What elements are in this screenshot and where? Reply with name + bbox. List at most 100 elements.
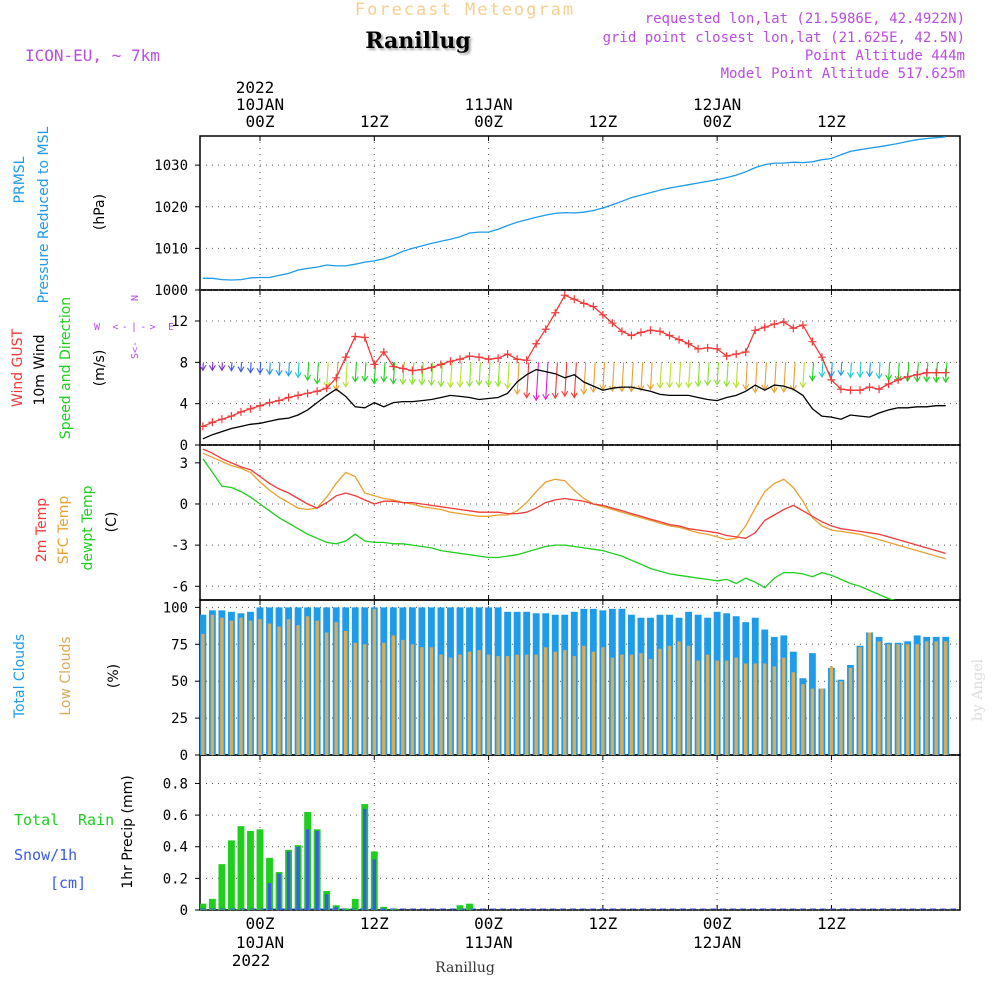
y-tick-label: -3	[171, 538, 188, 554]
low-cloud-bar	[544, 647, 548, 755]
gust-marker	[894, 375, 903, 384]
gust-marker	[751, 326, 760, 335]
top-date-label: 10JAN	[236, 95, 284, 114]
wind-arrow	[507, 362, 510, 389]
gust-marker	[475, 353, 484, 362]
wind-arrow-head	[799, 382, 807, 389]
wind-arrow	[640, 362, 644, 391]
gust-marker	[713, 344, 722, 353]
wind-arrow-head	[504, 383, 512, 390]
low-cloud-bar	[582, 645, 586, 755]
gust-marker	[817, 353, 826, 362]
wind-arrow-head	[723, 380, 731, 388]
wind-arrow-head	[866, 371, 873, 378]
gust-marker	[589, 302, 598, 311]
y-tick-label: 1000	[154, 283, 188, 299]
wind-arrow	[611, 362, 615, 391]
wind-arrow-head	[447, 382, 454, 389]
wind-arrow-head	[266, 369, 273, 376]
bottom-year-label: 2022	[232, 951, 271, 970]
gust-marker	[217, 415, 226, 424]
top-hour-label: 00Z	[474, 112, 503, 131]
wind-arrow	[516, 362, 520, 395]
low-cloud-bar	[258, 619, 262, 755]
wind-arrow	[564, 362, 568, 397]
gust-marker	[903, 372, 912, 381]
y-tick-label: 0	[180, 438, 188, 454]
gust-marker	[884, 380, 893, 389]
wind-arrow-head	[923, 376, 931, 383]
low-cloud-bar	[486, 654, 491, 755]
gust-marker	[560, 291, 569, 300]
percent-unit-label: (%)	[106, 664, 122, 688]
gust-marker	[236, 407, 245, 416]
gust-marker	[313, 387, 322, 396]
gust-marker	[617, 327, 626, 336]
wind-arrow-head	[742, 384, 750, 391]
rain-bar	[208, 898, 216, 910]
wind-arrow	[678, 362, 682, 388]
snow-bar	[315, 830, 319, 910]
snow-bar	[372, 859, 376, 910]
gust-marker	[360, 333, 369, 342]
y-tick-label: 1030	[154, 158, 188, 174]
low-cloud-bar	[229, 620, 234, 755]
low-cloud-bar	[791, 672, 796, 755]
snow-bar	[267, 883, 272, 910]
top-hour-label: 00Z	[703, 112, 732, 131]
low-cloud-bar	[496, 656, 500, 755]
wind-arrow-head	[837, 370, 845, 377]
low-cloud-bar	[458, 654, 462, 755]
credit-label: by Angel	[970, 658, 986, 721]
temperature-plot	[202, 448, 946, 600]
low-cloud-bar	[591, 651, 596, 755]
snow-bar	[324, 894, 329, 910]
gust-marker	[875, 385, 884, 394]
wind-arrow	[240, 362, 243, 372]
gust-marker	[370, 360, 379, 369]
low-cloud-bar	[677, 641, 681, 755]
top-hour-label: 12Z	[588, 112, 617, 131]
wind-arrow-head	[313, 378, 321, 385]
wind-arrow-head	[285, 370, 293, 377]
wind-arrow-head	[789, 385, 797, 392]
low-cloud-bar	[439, 654, 443, 755]
low-cloud-bar	[524, 654, 529, 755]
low-cloud-bar	[572, 656, 576, 755]
gust-marker	[836, 385, 845, 394]
low-cloud-bar	[248, 620, 253, 755]
wind-arrow-head	[380, 376, 388, 383]
compass-we-label: W <-|-> E	[94, 322, 174, 333]
low-cloud-bar	[886, 644, 891, 755]
bottom-hour-label: 12Z	[360, 914, 389, 933]
gust-marker	[532, 339, 541, 348]
gust-marker	[303, 389, 312, 398]
gust-marker	[741, 348, 750, 356]
wind-arrow-head	[618, 386, 626, 393]
wind-arrow	[792, 362, 796, 391]
gust-marker	[436, 360, 445, 369]
low-cloud-bar	[867, 632, 872, 755]
low-cloud-bar	[382, 642, 386, 755]
wind-arrow-head	[275, 370, 283, 377]
wind-arrow	[668, 362, 672, 388]
low-cloud-bar	[629, 654, 634, 755]
low-cloud-bar	[391, 635, 396, 755]
wind-arrow	[440, 362, 443, 387]
gust-marker	[284, 393, 293, 402]
wind-arrow	[430, 362, 434, 386]
low-cloud-bar	[839, 681, 843, 755]
low-cloud-bar	[467, 651, 472, 755]
celsius-unit-label: (C)	[104, 512, 120, 533]
gust-marker	[941, 368, 950, 377]
wind-arrow	[259, 362, 262, 374]
wind-arrow	[602, 362, 606, 390]
low-cloud-bar	[724, 660, 729, 755]
low-cloud-bar	[877, 641, 881, 755]
gust-marker	[684, 339, 693, 348]
y-tick-label: 0	[180, 903, 188, 919]
rain-bar	[466, 903, 473, 910]
gust-marker	[760, 323, 769, 332]
wind-arrow	[773, 362, 777, 393]
low-cloud-bar	[686, 645, 691, 755]
